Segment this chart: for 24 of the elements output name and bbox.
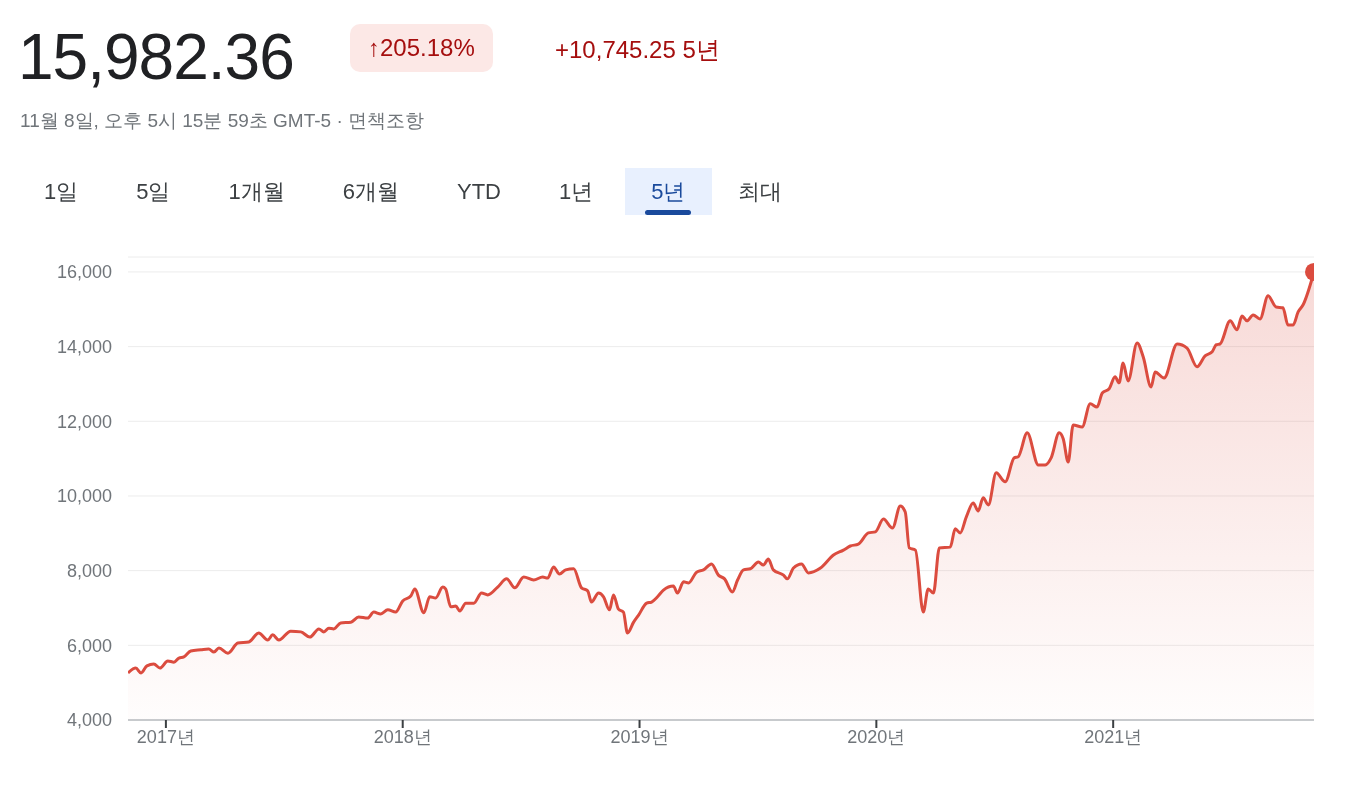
text: YTD <box>457 178 501 205</box>
text: 5년 <box>651 177 686 206</box>
x-tick-label: 2018년 <box>373 726 432 747</box>
x-tick-label: 2020년 <box>847 726 906 747</box>
text: 1개월 <box>228 177 285 206</box>
text: 1년 <box>559 177 594 206</box>
y-tick-label: 10,000 <box>56 486 112 507</box>
text: 6개월 <box>342 177 399 206</box>
x-tick-label: 2021년 <box>1084 726 1143 747</box>
text: 최대 <box>737 177 782 206</box>
x-tick-label: 2017년 <box>136 726 195 747</box>
y-tick-label: 14,000 <box>56 337 112 357</box>
y-tick-label: 6,000 <box>66 635 112 656</box>
text: ↑205.18% <box>350 24 493 72</box>
text: 1일 <box>44 177 79 206</box>
x-tick-label: 2019년 <box>610 726 669 747</box>
y-tick-label: 4,000 <box>66 710 112 731</box>
chart-subtitle: 11월 8일, 오후 5시 15분 59초 GMT-5 · 면책조항 <box>20 109 425 133</box>
chart-title: 15,982.36 <box>18 20 294 94</box>
y-tick-label: 12,000 <box>56 411 112 432</box>
text: +10,745.25 5년 <box>555 35 720 65</box>
y-tick-label: 16,000 <box>56 262 112 283</box>
text: 5일 <box>136 177 171 206</box>
y-tick-label: 8,000 <box>66 561 112 582</box>
